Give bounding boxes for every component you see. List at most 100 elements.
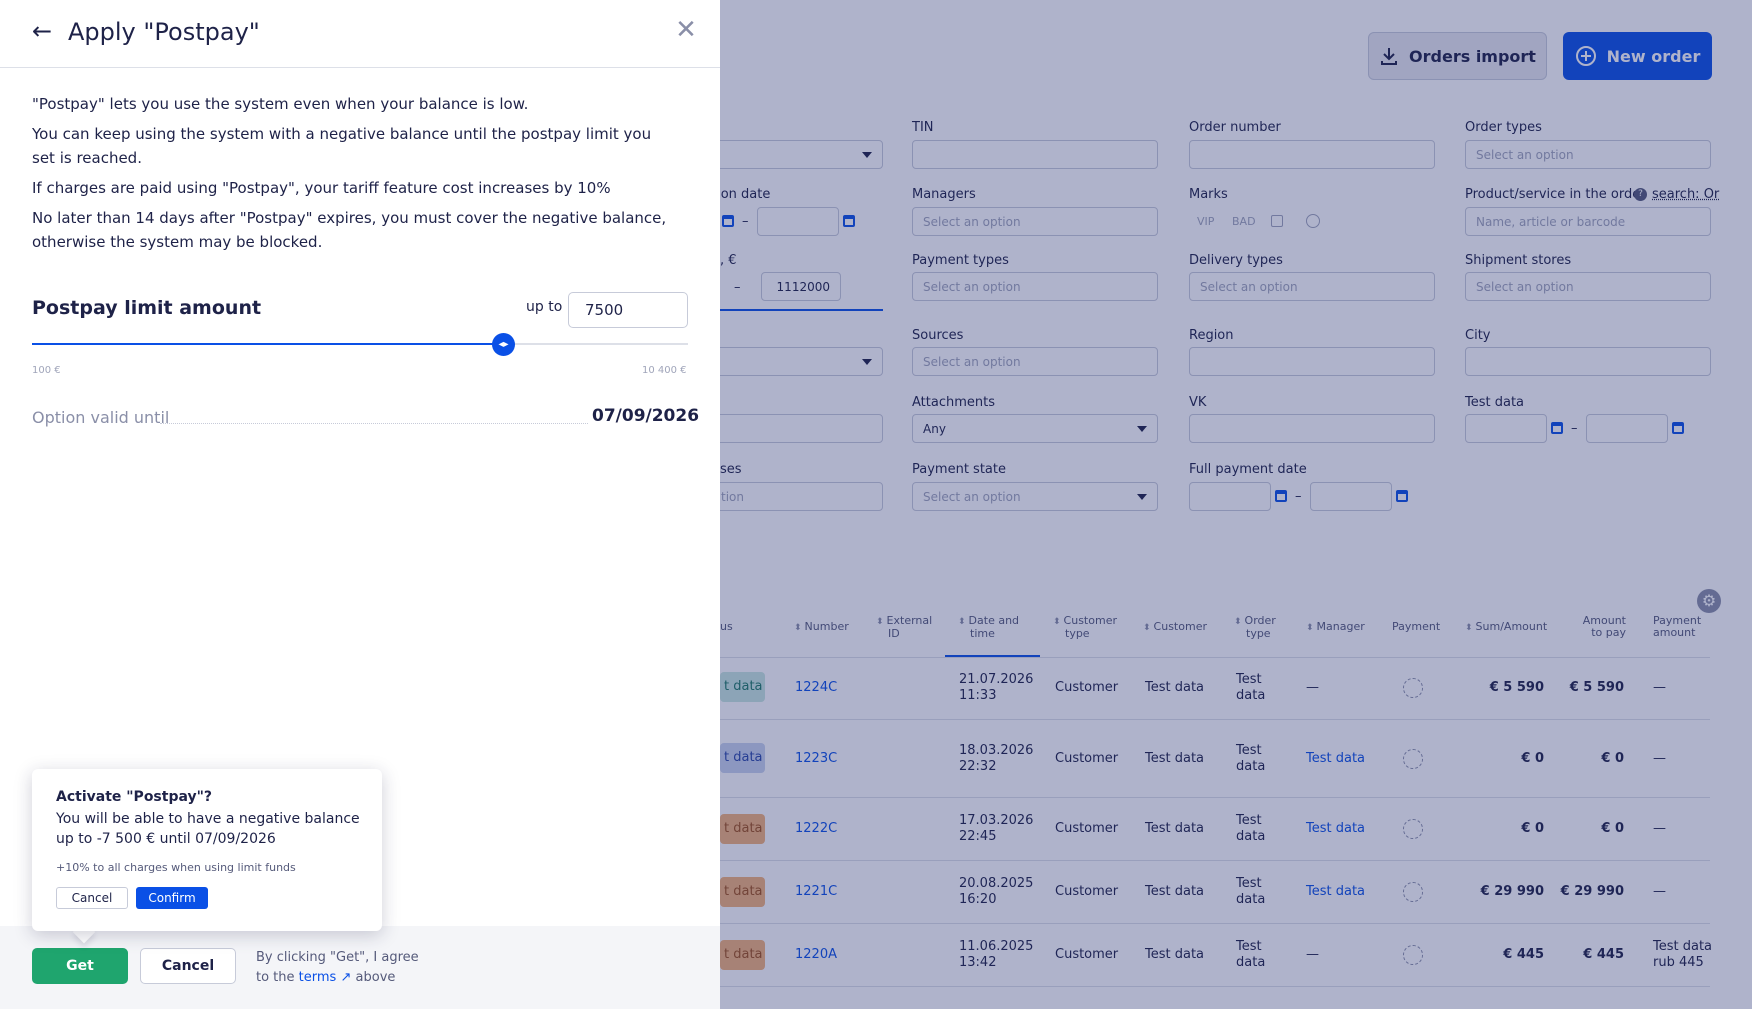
alarm-clock-icon[interactable] (1306, 214, 1320, 228)
table-header (720, 598, 1710, 658)
popover-cancel-button[interactable]: Cancel (56, 887, 128, 909)
status-badge[interactable]: t data (720, 814, 765, 844)
th-order-type[interactable]: ⬍ Order type (1234, 614, 1276, 640)
limit-slider-handle[interactable]: ◂▸ (492, 333, 515, 356)
partial-filter-select[interactable] (700, 347, 883, 376)
popover-confirm-button[interactable]: Confirm (136, 887, 208, 909)
full-payment-date-from[interactable] (1189, 482, 1271, 511)
order-number-link[interactable]: 1222C (795, 821, 838, 836)
order-type: data (1236, 892, 1266, 907)
test-data-from[interactable] (1465, 414, 1547, 443)
status-badge[interactable]: t data (720, 672, 765, 702)
help-icon[interactable]: ? (1634, 188, 1647, 201)
calendar-icon[interactable] (1672, 422, 1684, 434)
full-payment-date-label: Full payment date (1189, 462, 1307, 477)
calendar-icon[interactable] (1396, 490, 1408, 502)
product-input[interactable]: Name, article or barcode (1465, 207, 1711, 236)
shipment-stores-select[interactable]: Select an option (1465, 272, 1711, 301)
back-arrow-icon[interactable]: ← (32, 17, 53, 45)
external-link-icon[interactable]: ↗ (340, 970, 352, 985)
order-number-link[interactable]: 1223C (795, 751, 838, 766)
calendar-icon[interactable] (843, 215, 855, 227)
th-date-time[interactable]: ⬍ Date and time (958, 614, 1020, 640)
sum-amount: € 0 (1521, 751, 1544, 766)
status-badge[interactable]: t data (720, 877, 765, 907)
order-number-input[interactable] (1189, 140, 1435, 169)
sort-icon: ⬍ (1465, 623, 1473, 633)
table-row[interactable] (720, 798, 1710, 861)
sort-icon: ⬍ (1306, 623, 1314, 633)
th-status[interactable]: us (720, 620, 733, 633)
th-number[interactable]: ⬍ Number (794, 620, 849, 634)
order-number-link[interactable]: 1220A (795, 947, 837, 962)
attachments-label: Attachments (912, 395, 995, 410)
th-payment-amount[interactable]: Payment amount (1653, 614, 1702, 639)
tin-input[interactable] (912, 140, 1158, 169)
delivery-types-select[interactable]: Select an option (1189, 272, 1435, 301)
partial-filter-input[interactable] (700, 414, 883, 443)
th-customer[interactable]: ⬍ Customer (1143, 620, 1207, 634)
tin-label: TIN (912, 120, 934, 135)
order-types-select[interactable]: Select an option (1465, 140, 1711, 169)
product-search-hint[interactable]: search: Or (1652, 187, 1720, 202)
full-payment-date-to[interactable] (1310, 482, 1392, 511)
partial-filter-select[interactable] (700, 140, 883, 169)
creation-date-to-input[interactable] (757, 207, 839, 236)
sources-select[interactable]: Select an option (912, 347, 1158, 376)
terms-link[interactable]: terms (298, 970, 337, 985)
new-order-button[interactable]: New order (1563, 32, 1712, 80)
partial-statuses-select[interactable]: tion (700, 482, 883, 511)
table-settings-gear-icon[interactable]: ⚙ (1697, 589, 1721, 613)
managers-select[interactable]: Select an option (912, 207, 1158, 236)
th-sum[interactable]: ⬍ Sum/Amount (1465, 620, 1548, 634)
orders-import-button[interactable]: Orders import (1368, 32, 1547, 80)
chevron-down-icon (1137, 426, 1147, 432)
status-badge[interactable]: t data (720, 743, 765, 773)
table-row[interactable] (720, 658, 1710, 720)
attachments-select[interactable]: Any (912, 414, 1158, 443)
order-number-link[interactable]: 1221C (795, 884, 838, 899)
order-number-link[interactable]: 1224C (795, 680, 838, 695)
orders-import-label: Orders import (1409, 46, 1536, 66)
city-input[interactable] (1465, 347, 1711, 376)
calendar-icon[interactable] (1551, 422, 1563, 434)
th-payment[interactable]: Payment (1392, 620, 1441, 633)
table-row[interactable] (720, 720, 1710, 798)
sort-icon: ⬍ (794, 623, 802, 633)
manager-link[interactable]: Test data (1306, 821, 1366, 836)
th-customer-type[interactable]: ⬍ Customer type (1053, 614, 1117, 640)
calendar-icon[interactable] (1275, 490, 1287, 502)
calendar-icon[interactable] (722, 215, 734, 227)
close-icon[interactable]: ✕ (675, 15, 697, 45)
cancel-button[interactable]: Cancel (140, 948, 236, 984)
new-order-label: New order (1606, 46, 1701, 66)
th-amount-to-pay[interactable]: Amount to pay (1582, 614, 1626, 639)
payment-types-label: Payment types (912, 253, 1009, 268)
table-row[interactable] (720, 924, 1710, 987)
payment-clock-icon (1403, 882, 1423, 902)
payment-types-select[interactable]: Select an option (912, 272, 1158, 301)
region-input[interactable] (1189, 347, 1435, 376)
chevron-down-icon (1137, 494, 1147, 500)
manager-link[interactable]: Test data (1306, 751, 1366, 766)
calendar-mark-icon[interactable] (1271, 215, 1283, 227)
vk-input[interactable] (1189, 414, 1435, 443)
partial-statuses-label: ses (720, 462, 742, 477)
mark-vip[interactable]: VIP (1197, 215, 1215, 228)
order-type: data (1236, 955, 1266, 970)
manager-link[interactable]: Test data (1306, 884, 1366, 899)
sum-to-input[interactable]: 1112000 (761, 272, 841, 301)
customer: Test data (1145, 680, 1205, 695)
slider-max-label: 10 400 € (642, 365, 687, 376)
limit-amount-input[interactable]: 7500 (568, 292, 688, 328)
mark-bad[interactable]: BAD (1232, 215, 1256, 228)
th-external-id[interactable]: ⬍ External ID (876, 614, 933, 640)
payment-state-select[interactable]: Select an option (912, 482, 1158, 511)
order-time: 13:42 (959, 955, 997, 970)
get-button[interactable]: Get (32, 948, 128, 984)
city-label: City (1465, 328, 1491, 343)
th-manager[interactable]: ⬍ Manager (1306, 620, 1365, 634)
test-data-to[interactable] (1586, 414, 1668, 443)
status-badge[interactable]: t data (720, 940, 765, 970)
table-row[interactable] (720, 861, 1710, 924)
